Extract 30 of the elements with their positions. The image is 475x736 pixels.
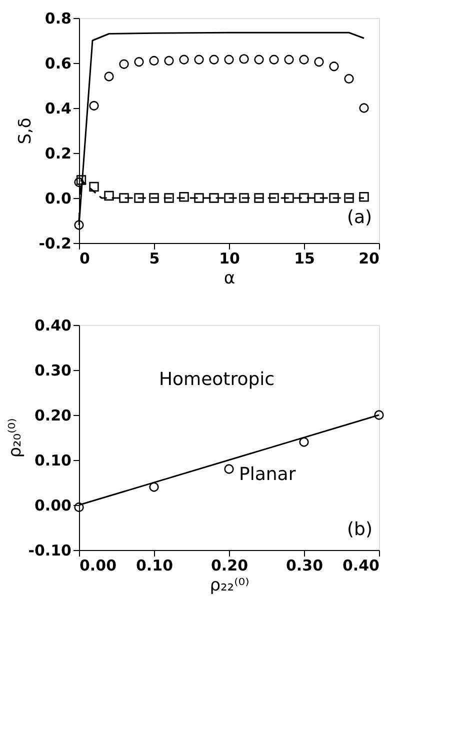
y-tick-label: 0.4: [44, 100, 72, 118]
y-tick-label: 0.2: [44, 144, 72, 162]
annotation: Planar: [239, 464, 296, 485]
y-axis-title: S,δ: [16, 118, 36, 144]
annotation: Homeotropic: [159, 369, 275, 390]
y-tick-label: 0.00: [34, 496, 72, 514]
y-tick-label: 0.0: [44, 190, 72, 208]
x-axis-title: ρ₂₂⁽⁰⁾: [210, 576, 250, 596]
x-tick-label: 0.00: [80, 556, 117, 574]
x-tick-label: 0.10: [136, 556, 174, 574]
y-tick-label: 0.6: [44, 54, 72, 72]
x-tick-label: 5: [149, 250, 160, 268]
y-axis-title: ρ₂₀⁽⁰⁾: [5, 418, 26, 458]
x-axis-title: α: [224, 268, 236, 288]
y-tick-label: -0.10: [28, 542, 72, 560]
y-tick-label: 0.30: [34, 362, 72, 380]
y-tick-label: 0.8: [44, 10, 72, 28]
y-tick-label: 0.20: [34, 406, 72, 424]
annotation: (b): [347, 519, 372, 540]
x-tick-label: 10: [219, 250, 240, 268]
x-tick-label: 0.30: [286, 556, 324, 574]
y-tick-label: 0.40: [34, 316, 72, 334]
x-tick-label: 0: [80, 250, 90, 268]
x-tick-label: 0.20: [210, 556, 248, 574]
y-tick-label: 0.10: [34, 452, 72, 470]
x-tick-label: 0.40: [342, 556, 380, 574]
x-tick-label: 15: [294, 250, 315, 268]
annotation: (a): [347, 207, 372, 228]
y-tick-label: -0.2: [38, 234, 72, 252]
x-tick-label: 20: [358, 250, 380, 268]
